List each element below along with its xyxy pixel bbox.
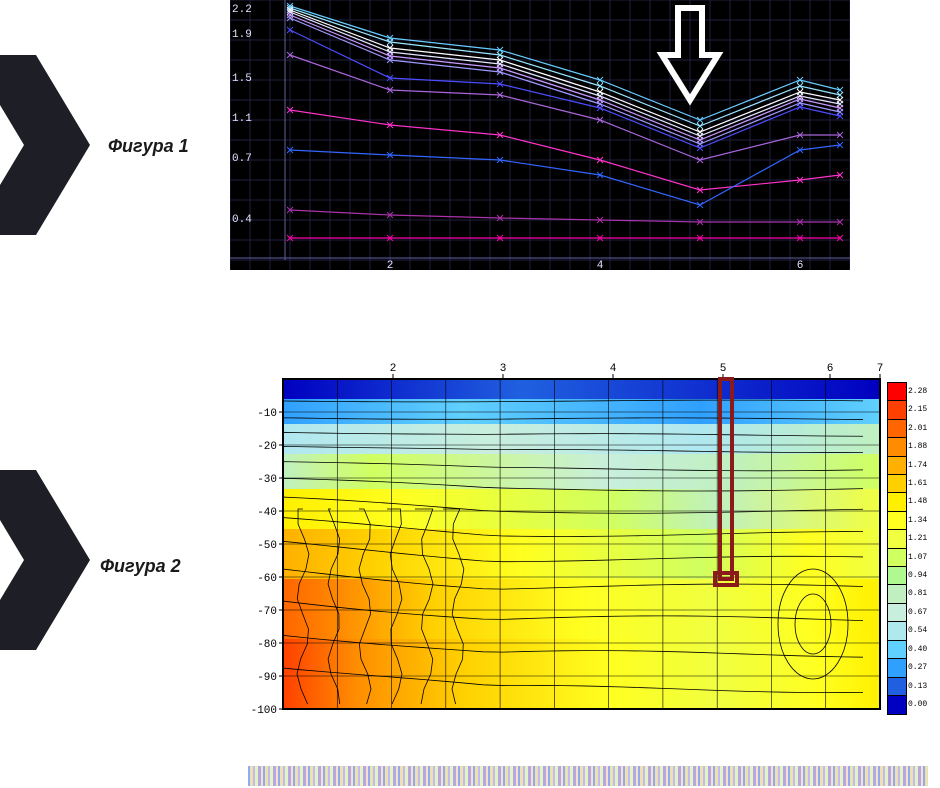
svg-text:2: 2 (390, 363, 397, 375)
svg-text:2.2: 2.2 (232, 4, 252, 16)
svg-text:1.9: 1.9 (232, 29, 252, 41)
chevron-shape-2 (0, 470, 90, 650)
noise-strip (248, 766, 928, 786)
svg-text:-90: -90 (257, 672, 277, 684)
fig2-label: Фигура 2 (100, 556, 181, 577)
svg-text:1.5: 1.5 (232, 73, 252, 85)
svg-text:-60: -60 (257, 573, 277, 585)
colorbar-legend: 2.282.152.011.881.741.611.481.341.211.07… (888, 383, 928, 714)
chevron-shape-1 (0, 55, 90, 235)
fig1-svg: 2.2 1.9 1.5 1.1 0.7 0.4 2 4 6 (230, 0, 850, 270)
svg-text:1.1: 1.1 (232, 113, 252, 125)
svg-text:2: 2 (387, 260, 394, 270)
fig2-heatmap: 2 3 4 5 6 7 -10 -20 -30 -40 -50 -60 -70 -80 -90 -100 2.… (248, 345, 928, 745)
svg-text:-40: -40 (257, 507, 277, 519)
fig1-line-chart: 2.2 1.9 1.5 1.1 0.7 0.4 2 4 6 (230, 0, 850, 270)
svg-text:-20: -20 (257, 441, 277, 453)
svg-text:-10: -10 (257, 408, 277, 420)
svg-text:0.4: 0.4 (232, 214, 252, 226)
svg-text:4: 4 (610, 363, 617, 375)
fig1-label: Фигура 1 (108, 136, 189, 157)
svg-text:7: 7 (877, 363, 884, 375)
svg-text:-80: -80 (257, 639, 277, 651)
svg-text:6: 6 (797, 260, 804, 270)
svg-text:-50: -50 (257, 540, 277, 552)
fig2-svg: 2 3 4 5 6 7 -10 -20 -30 -40 -50 -60 -70 -80 -90 -100 (248, 345, 884, 725)
svg-text:-100: -100 (251, 705, 277, 717)
svg-text:6: 6 (827, 363, 834, 375)
svg-text:5: 5 (720, 363, 727, 375)
svg-text:-70: -70 (257, 606, 277, 618)
svg-text:4: 4 (597, 260, 604, 270)
svg-text:0.7: 0.7 (232, 153, 252, 165)
svg-text:3: 3 (500, 363, 507, 375)
svg-text:-30: -30 (257, 474, 277, 486)
